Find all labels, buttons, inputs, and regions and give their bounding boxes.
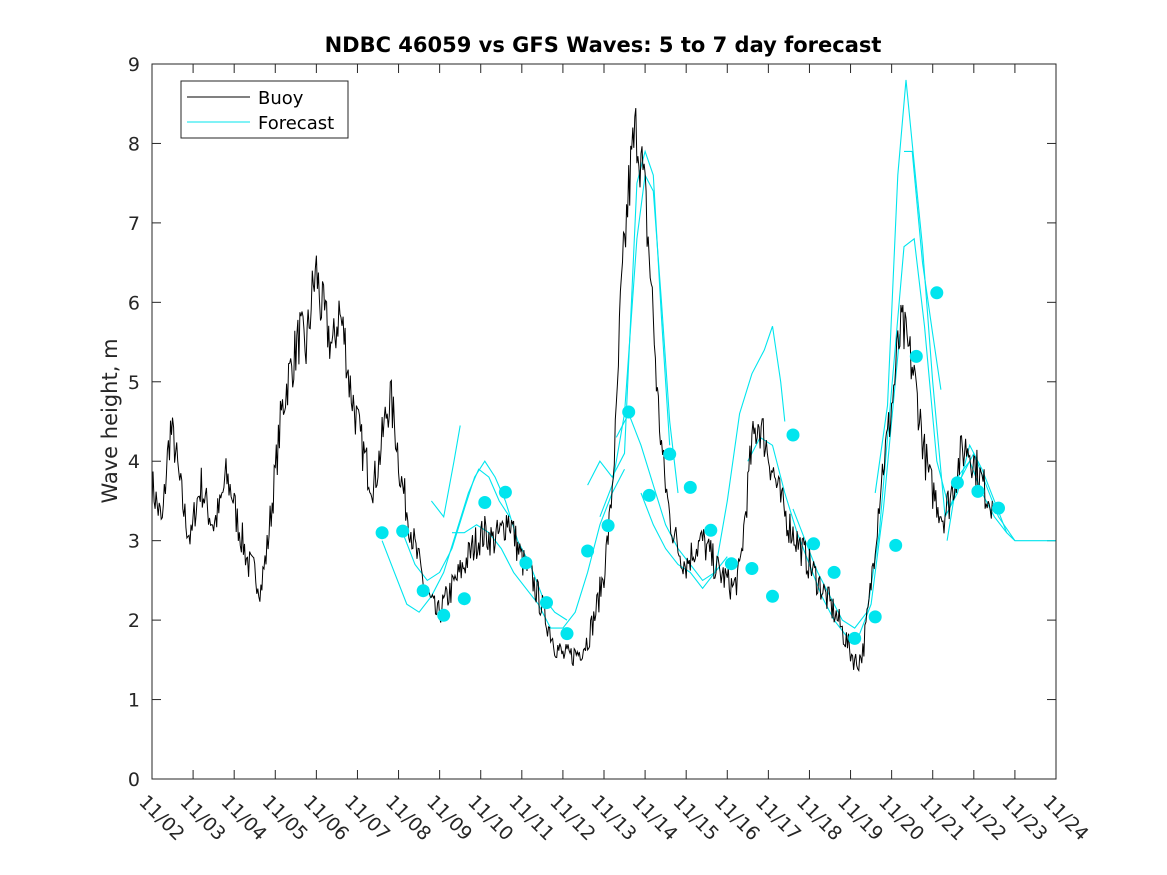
forecast-marker-25 (889, 538, 903, 552)
forecast-marker-13 (642, 488, 656, 502)
y-axis-label: Wave height, m (98, 338, 122, 503)
forecast-marker-24 (868, 610, 882, 624)
forecast-marker-18 (745, 562, 759, 575)
forecast-marker-11 (601, 519, 615, 533)
forecast-marker-20 (786, 428, 800, 442)
forecast-marker-29 (971, 484, 985, 498)
forecast-markers (375, 286, 1005, 645)
legend-buoy-label: Buoy (258, 88, 304, 109)
chart-title: NDBC 46059 vs GFS Waves: 5 to 7 day fore… (325, 33, 882, 57)
forecast-line-11 (904, 150, 942, 390)
legend-box (180, 80, 349, 139)
y-tick-label: 0 (128, 769, 140, 791)
forecast-marker-28 (950, 476, 964, 490)
forecast-marker-23 (848, 631, 862, 645)
axis-ticks (151, 63, 1057, 780)
legend-forecast-label: Forecast (258, 113, 334, 134)
forecast-marker-12 (622, 405, 636, 419)
forecast-marker-3 (437, 608, 451, 622)
forecast-line-8 (747, 334, 901, 637)
forecast-marker-5 (478, 496, 492, 509)
plot-area-frame (151, 63, 1057, 780)
forecast-line-10 (874, 79, 1008, 533)
forecast-marker-6 (498, 485, 512, 499)
y-tick-label: 5 (128, 372, 140, 394)
forecast-marker-8 (540, 596, 553, 610)
forecast-line-7 (640, 326, 786, 590)
y-tick-label: 3 (128, 531, 140, 553)
forecast-marker-30 (992, 501, 1005, 515)
forecast-marker-15 (683, 480, 697, 494)
buoy-line-group (151, 108, 993, 672)
y-tick-label: 7 (128, 213, 140, 235)
forecast-marker-16 (704, 523, 718, 537)
y-tick-label: 4 (128, 451, 140, 473)
forecast-marker-10 (581, 544, 595, 558)
forecast-marker-1 (396, 524, 410, 538)
y-tick-label: 6 (128, 292, 140, 314)
forecast-marker-17 (724, 557, 738, 571)
y-tick-labels: 0 1 2 3 4 5 6 7 8 9 (128, 54, 140, 791)
forecast-marker-9 (560, 627, 574, 641)
forecast-marker-14 (663, 447, 677, 461)
y-tick-label: 9 (128, 54, 140, 76)
y-tick-label: 8 (128, 133, 140, 155)
forecast-marker-27 (930, 286, 944, 300)
buoy-line (151, 108, 993, 672)
forecast-marker-0 (375, 526, 389, 540)
forecast-marker-19 (766, 589, 779, 603)
legend: Buoy Forecast (180, 80, 349, 139)
forecast-marker-2 (416, 584, 430, 598)
forecast-line-3 (430, 425, 461, 519)
forecast-marker-7 (519, 556, 533, 570)
forecast-marker-4 (457, 592, 471, 606)
forecast-marker-26 (909, 349, 923, 363)
y-tick-label: 2 (128, 610, 140, 632)
forecast-marker-22 (827, 565, 841, 579)
y-tick-label: 1 (128, 690, 140, 712)
forecast-marker-21 (807, 537, 821, 551)
